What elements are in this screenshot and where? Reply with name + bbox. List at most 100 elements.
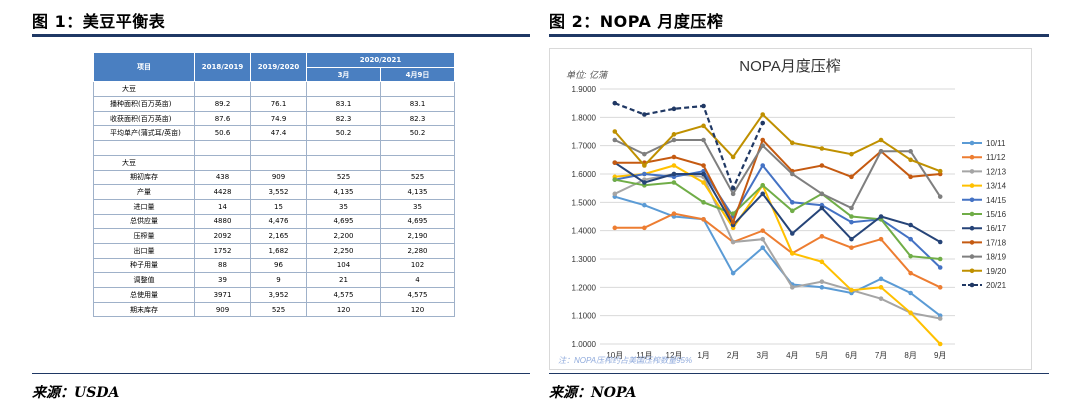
soybean-balance-table: 项目 2018/2019 2019/2020 2020/2021 3月 4月9日… [93, 51, 455, 318]
data-point [760, 120, 766, 126]
data-point [701, 163, 706, 168]
data-point [878, 214, 884, 219]
series-line-17-18 [614, 138, 941, 225]
data-point [908, 290, 913, 296]
table-cell [306, 81, 381, 98]
data-point [701, 217, 706, 222]
table-row: 大豆 [93, 81, 455, 98]
data-point [730, 239, 736, 245]
y-tick-label: 1.6000 [572, 170, 597, 179]
table-row: 期初库存 438 909 525 525 [93, 169, 455, 186]
legend-label: 20/21 [986, 281, 1007, 290]
row-label: 调整值 [93, 272, 195, 288]
row-label: 期初库存 [93, 169, 195, 186]
data-point [612, 100, 618, 106]
data-point [642, 180, 647, 185]
table-cell: 3971 [194, 287, 251, 303]
row-label: 期末库存 [93, 301, 195, 318]
data-point [878, 296, 884, 301]
data-point [789, 200, 795, 205]
row-label: 大豆 [93, 81, 195, 98]
data-point [878, 285, 884, 290]
data-point [612, 160, 618, 165]
table-cell: 2,280 [380, 242, 455, 259]
table-cell: 3,952 [250, 287, 307, 303]
data-point [760, 236, 766, 242]
data-point [878, 149, 884, 154]
legend-label: 19/20 [986, 267, 1007, 276]
table-cell: 74.9 [250, 110, 307, 127]
x-tick-label: 3月 [756, 351, 768, 360]
data-point [671, 163, 677, 168]
data-point [642, 112, 647, 117]
data-point [760, 137, 766, 143]
data-point [730, 219, 736, 225]
data-point [671, 154, 677, 160]
table-cell: 4,575 [306, 287, 381, 303]
table-cell: 96 [250, 257, 307, 274]
header-2018-2019: 2018/2019 [194, 51, 251, 83]
legend-label: 18/19 [986, 253, 1007, 262]
table-cell: 50.2 [306, 125, 381, 142]
data-point [819, 285, 825, 290]
table-cell: 35 [306, 198, 381, 215]
data-point [789, 285, 795, 290]
table-cell: 9 [250, 272, 307, 288]
table-cell [380, 81, 455, 98]
data-point [819, 205, 825, 211]
table-cell: 2,200 [306, 228, 381, 244]
table-cell: 82.3 [380, 110, 455, 127]
data-point [760, 163, 766, 168]
table-row: 总使用量 3971 3,952 4,575 4,575 [93, 287, 455, 303]
table-cell: 909 [250, 169, 307, 186]
data-point [671, 211, 677, 216]
header-2020-2021: 2020/2021 [306, 52, 455, 68]
data-point [849, 214, 854, 219]
series-line-18-19 [614, 139, 942, 210]
series-line-11-12 [614, 212, 941, 289]
data-point [878, 236, 884, 242]
table-row: 平均单产(蒲式耳/英亩) 50.6 47.4 50.2 50.2 [93, 125, 455, 142]
table-cell: 4,695 [306, 213, 381, 230]
table-cell [306, 154, 381, 171]
series-line-13-14 [614, 164, 941, 345]
table-cell: 87.6 [194, 110, 251, 127]
data-point [937, 265, 943, 270]
row-label: 产量 [93, 184, 195, 200]
table-cell [250, 81, 307, 98]
data-point [789, 171, 795, 177]
data-point [908, 157, 913, 163]
row-label: 总使用量 [93, 287, 195, 303]
legend-marker [969, 169, 975, 174]
data-point [671, 171, 677, 177]
data-point [908, 222, 913, 228]
data-point [819, 191, 825, 197]
data-point [849, 151, 854, 157]
table-cell: 76.1 [250, 96, 307, 112]
header-march: 3月 [306, 66, 381, 83]
row-label: 进口量 [93, 198, 195, 215]
data-point [937, 256, 943, 262]
table-cell: 14 [194, 198, 251, 215]
table-row: 收获面积(百万英亩) 87.6 74.9 82.3 82.3 [93, 110, 455, 127]
table-cell: 4,575 [380, 287, 455, 303]
row-label [93, 140, 195, 156]
data-point [701, 137, 706, 143]
data-point [760, 245, 766, 250]
data-point [730, 191, 736, 197]
x-tick-label: 7月 [875, 351, 887, 360]
data-point [671, 137, 677, 143]
table-cell: 39 [194, 272, 251, 288]
data-point [819, 279, 825, 284]
table-row: 总供应量 4880 4,476 4,695 4,695 [93, 213, 455, 230]
table-cell: 525 [380, 169, 455, 186]
data-point [760, 191, 766, 197]
series-line-16-17 [614, 161, 941, 243]
table-cell: 1,682 [250, 242, 307, 259]
data-point [908, 270, 913, 276]
table-row: 期末库存 909 525 120 120 [93, 301, 455, 318]
table-cell: 50.6 [194, 125, 251, 142]
table-cell: 83.1 [380, 96, 455, 112]
data-point [849, 236, 854, 242]
table-cell [306, 140, 381, 156]
